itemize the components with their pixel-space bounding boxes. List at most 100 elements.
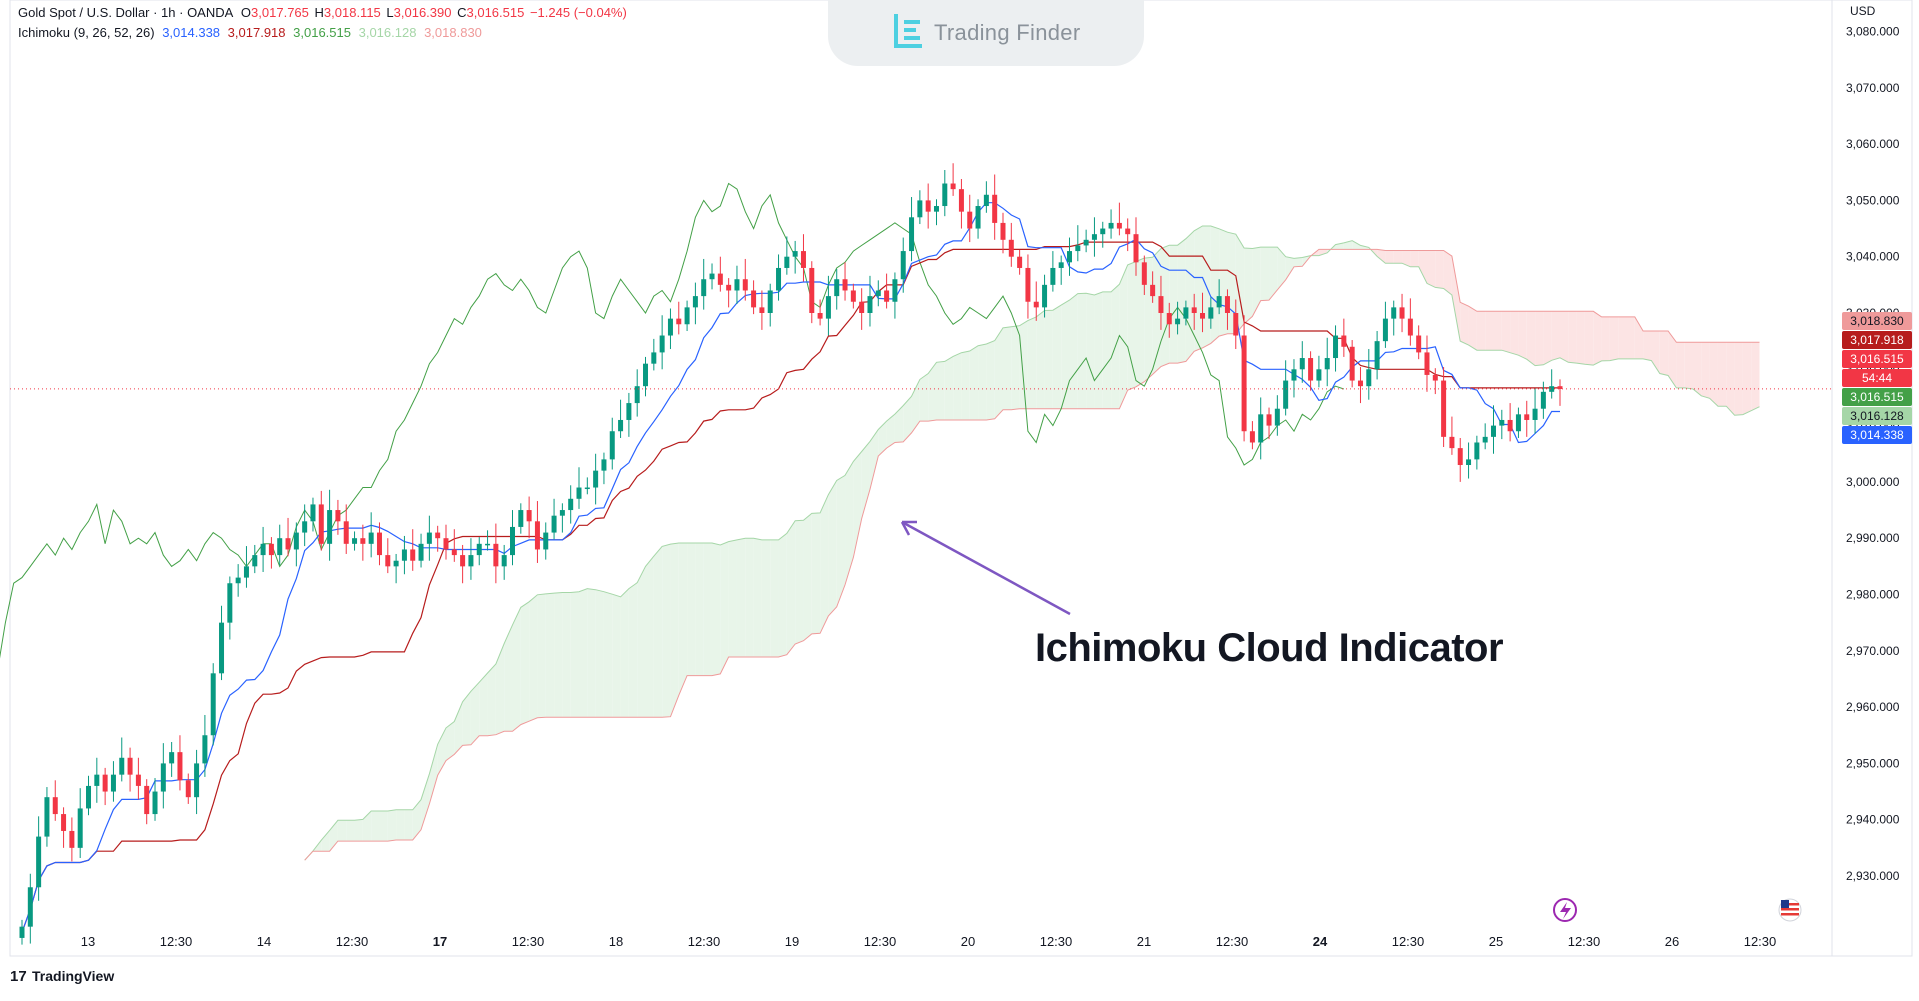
candle-body (518, 510, 524, 527)
candle-body (368, 532, 374, 544)
cloud-segment (1535, 311, 1544, 366)
cloud-segment (662, 544, 671, 718)
time-tick-label: 12:30 (512, 934, 545, 949)
cloud-segment (1252, 247, 1261, 317)
candle-body (1333, 335, 1339, 359)
candle-body (426, 532, 432, 544)
cloud-segment (1526, 311, 1536, 366)
cloud-segment (1352, 240, 1361, 250)
candle-body (534, 521, 540, 550)
candle-body (1308, 358, 1314, 381)
cloud-segment (761, 539, 771, 657)
price-tick-label: 3,070.000 (1846, 81, 1900, 95)
cloud-segment (537, 593, 546, 718)
candle-body (643, 363, 649, 387)
cloud-segment (379, 810, 388, 842)
cloud-segment (362, 810, 372, 842)
candle-body (1449, 436, 1455, 449)
lagging-span-path (0, 182, 1344, 659)
candle-body (1075, 245, 1081, 252)
candle-body (717, 273, 723, 285)
candle-body (343, 521, 349, 544)
cloud-segment (745, 538, 754, 657)
price-tick-label: 3,060.000 (1846, 137, 1900, 151)
cloud-segment (928, 362, 937, 422)
cloud-segment (1077, 293, 1087, 409)
cloud-segment (878, 421, 887, 457)
cloud-segment (371, 810, 380, 842)
candle-body (1374, 341, 1380, 370)
candle-body (825, 296, 831, 319)
cloud-segment (579, 588, 588, 718)
cloud-segment (820, 494, 829, 634)
cloud-segment (1709, 342, 1718, 407)
candle-body (252, 555, 258, 567)
indicator-label[interactable]: Ichimoku (9, 26, 52, 26) (18, 25, 155, 40)
cloud-segment (1476, 311, 1486, 351)
candle-body (1324, 358, 1330, 370)
candle-body (219, 622, 225, 674)
cloud-segment (1377, 249, 1386, 264)
candle-body (817, 313, 823, 319)
candle-body (1033, 301, 1039, 308)
candle-body (160, 763, 166, 792)
price-tick-label: 2,930.000 (1846, 869, 1900, 883)
time-tick-label: 19 (785, 934, 799, 949)
candle-body (1507, 419, 1513, 432)
candle-body (335, 510, 341, 522)
cloud-segment (1593, 311, 1602, 366)
cloud-segment (986, 340, 995, 420)
span-a-value: 3,016.128 (358, 25, 417, 40)
cloud-segment (1036, 310, 1045, 409)
cloud-segment (1659, 331, 1669, 376)
span-a-line (304, 225, 1760, 861)
cloud-segment (1485, 311, 1494, 351)
tradingview-brand[interactable]: 17 TradingView (10, 968, 114, 985)
time-tick-label: 24 (1313, 934, 1328, 949)
cloud-segment (1668, 331, 1677, 388)
cloud-segment (562, 592, 571, 718)
candle-body (260, 543, 266, 556)
cloud-segment (1277, 247, 1286, 290)
cloud-segment (587, 588, 596, 718)
base-value: 3,017.918 (227, 25, 286, 40)
time-tick-label: 12:30 (1744, 934, 1777, 949)
candle-body (634, 386, 640, 404)
cloud-segment (703, 542, 713, 676)
candle-body (1158, 296, 1164, 313)
candle-body (1490, 425, 1496, 437)
candle-body (194, 763, 200, 798)
candle-body (1208, 307, 1214, 319)
candle-body (1357, 380, 1363, 387)
candle-body (975, 206, 981, 229)
bolt-icon[interactable] (1553, 898, 1577, 922)
candle-body (584, 487, 590, 490)
close-value: C3,016.515 (457, 5, 525, 20)
candle-body (551, 515, 557, 533)
candle-body (909, 217, 915, 252)
candle-body (268, 543, 274, 556)
cloud-segment (1601, 316, 1610, 361)
candle-body (376, 532, 382, 556)
lagging-value: 3,016.515 (293, 25, 351, 40)
candle-body (1391, 307, 1397, 319)
cloud-segment (828, 480, 837, 616)
candle-body (310, 504, 316, 522)
cloud-segment (1451, 256, 1461, 342)
cloud-segment (595, 589, 604, 718)
symbol-label[interactable]: Gold Spot / U.S. Dollar · 1h · OANDA (18, 5, 234, 20)
currency-label[interactable]: USD (1850, 4, 1876, 18)
cloud-segment (1094, 291, 1103, 409)
candle-body (501, 555, 507, 567)
candle-body (593, 470, 599, 488)
cloud-segment (953, 352, 962, 420)
cloud-segment (321, 830, 330, 852)
time-tick-label: 18 (609, 934, 623, 949)
time-tick-label: 12:30 (160, 934, 193, 949)
price-tick-label: 3,000.000 (1846, 475, 1900, 489)
candle-body (1050, 267, 1056, 285)
cloud-segment (1576, 311, 1585, 365)
us-flag-icon[interactable] (1778, 898, 1802, 922)
